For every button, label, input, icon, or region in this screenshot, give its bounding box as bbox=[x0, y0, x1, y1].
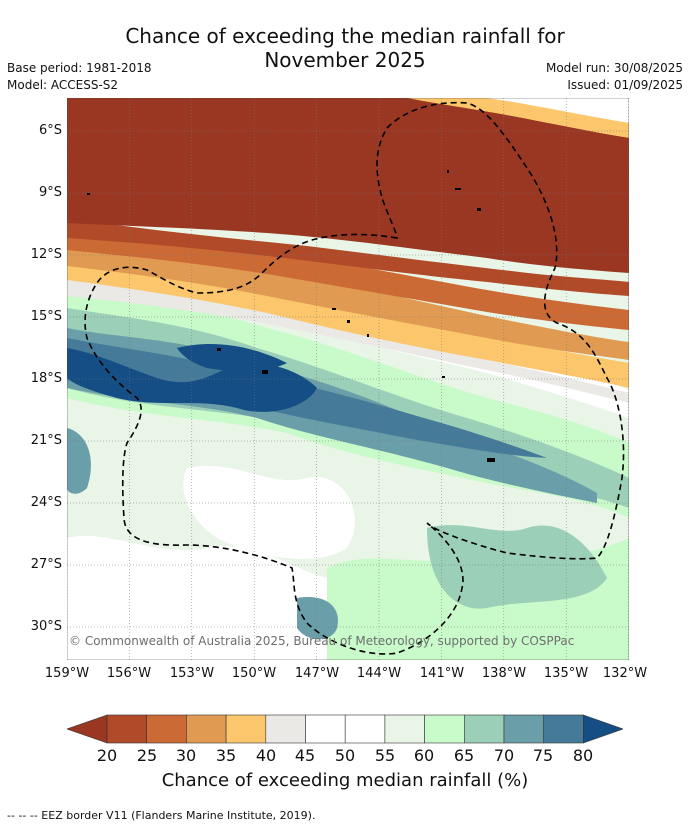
colorbar bbox=[67, 714, 623, 744]
south-mid-green-region bbox=[427, 525, 607, 609]
colorbar-tick-60: 60 bbox=[413, 746, 435, 765]
north-red-strip bbox=[67, 98, 629, 146]
colorbar-tick-25: 25 bbox=[136, 746, 158, 765]
orange-band bbox=[67, 226, 629, 330]
colorbar-tick-35: 35 bbox=[215, 746, 237, 765]
lon-label-135w: 135°W bbox=[543, 666, 589, 681]
lat-label-18s: 18°S bbox=[30, 371, 62, 386]
map-title-line-1: Chance of exceeding the median rainfall … bbox=[125, 24, 565, 48]
lat-label-12s: 12°S bbox=[30, 247, 62, 262]
colorbar-bin-50-55 bbox=[344, 714, 386, 744]
model-run-text: Model run: 30/08/2025 bbox=[545, 61, 683, 75]
lat-label-30s: 30°S bbox=[30, 619, 62, 634]
colorbar-tick-30: 30 bbox=[175, 746, 197, 765]
colorbar-bin-30-35 bbox=[186, 714, 227, 744]
colorbar-bin-45-50 bbox=[305, 714, 346, 744]
eez-legend-text: -- -- -- EEZ border V11 (Flanders Marine… bbox=[7, 809, 316, 822]
light-orange-band bbox=[67, 238, 629, 360]
west-teal-blob bbox=[67, 428, 91, 494]
lon-label-141w: 141°W bbox=[419, 666, 465, 681]
lat-label-27s: 27°S bbox=[30, 557, 62, 572]
islands bbox=[87, 170, 495, 462]
colorbar-bin-20-25 bbox=[106, 714, 148, 744]
colorbar-bin-35-40 bbox=[225, 714, 267, 744]
lat-label-24s: 24°S bbox=[30, 495, 62, 510]
lon-label-150w: 150°W bbox=[231, 666, 277, 681]
issued-text: Issued: 01/09/2025 bbox=[567, 78, 683, 92]
colorbar-tick-75: 75 bbox=[532, 746, 554, 765]
colorbar-bin-25-30 bbox=[146, 714, 187, 744]
model-text: Model: ACCESS-S2 bbox=[7, 78, 119, 92]
colorbar-bin-75-80 bbox=[543, 714, 584, 744]
lon-label-132w: 132°W bbox=[602, 666, 648, 681]
colorbar-tick-80: 80 bbox=[572, 746, 594, 765]
lat-label-21s: 21°S bbox=[30, 433, 62, 448]
colorbar-title: Chance of exceeding median rainfall (%) bbox=[161, 770, 529, 791]
lat-label-15s: 15°S bbox=[30, 309, 62, 324]
graticule bbox=[67, 98, 629, 660]
lat-label-9s: 9°S bbox=[38, 185, 62, 200]
copyright-text: © Commonwealth of Australia 2025, Bureau… bbox=[69, 634, 575, 648]
colorbar-bin-40-45 bbox=[265, 714, 306, 744]
colorbar-tick-45: 45 bbox=[294, 746, 316, 765]
lon-label-138w: 138°W bbox=[481, 666, 527, 681]
colorbar-bin-60-65 bbox=[424, 714, 465, 744]
colorbar-high-extension bbox=[583, 714, 623, 744]
rainfall-probability-map bbox=[67, 98, 629, 660]
south-white-region bbox=[67, 535, 327, 660]
north-white-strip bbox=[487, 98, 629, 123]
south-white-region-2 bbox=[183, 465, 355, 559]
base-period-text: Base period: 1981-2018 bbox=[7, 61, 152, 75]
lon-label-147w: 147°W bbox=[294, 666, 340, 681]
colorbar-tick-40: 40 bbox=[255, 746, 277, 765]
lon-label-156w: 156°W bbox=[106, 666, 152, 681]
lon-label-153w: 153°W bbox=[169, 666, 215, 681]
south-teal-patch bbox=[297, 597, 338, 640]
colorbar-tick-20: 20 bbox=[96, 746, 118, 765]
colorbar-tick-55: 55 bbox=[374, 746, 396, 765]
colorbar-low-extension bbox=[67, 714, 108, 744]
rust-band bbox=[67, 218, 629, 296]
light-grey-band bbox=[67, 278, 629, 403]
lon-label-159w: 159°W bbox=[44, 666, 90, 681]
lat-label-6s: 6°S bbox=[38, 123, 62, 138]
colorbar-tick-50: 50 bbox=[334, 746, 356, 765]
dark-blue-core-2 bbox=[177, 343, 287, 372]
eez-border bbox=[84, 101, 625, 655]
map-title-line-2: November 2025 bbox=[264, 48, 426, 72]
colorbar-bin-55-60 bbox=[384, 714, 425, 744]
colorbar-tick-70: 70 bbox=[493, 746, 515, 765]
colorbar-bin-65-70 bbox=[463, 714, 505, 744]
colorbar-tick-65: 65 bbox=[453, 746, 475, 765]
colorbar-bin-70-75 bbox=[503, 714, 545, 744]
dark-red-region bbox=[67, 98, 629, 273]
lon-label-144w: 144°W bbox=[356, 666, 402, 681]
